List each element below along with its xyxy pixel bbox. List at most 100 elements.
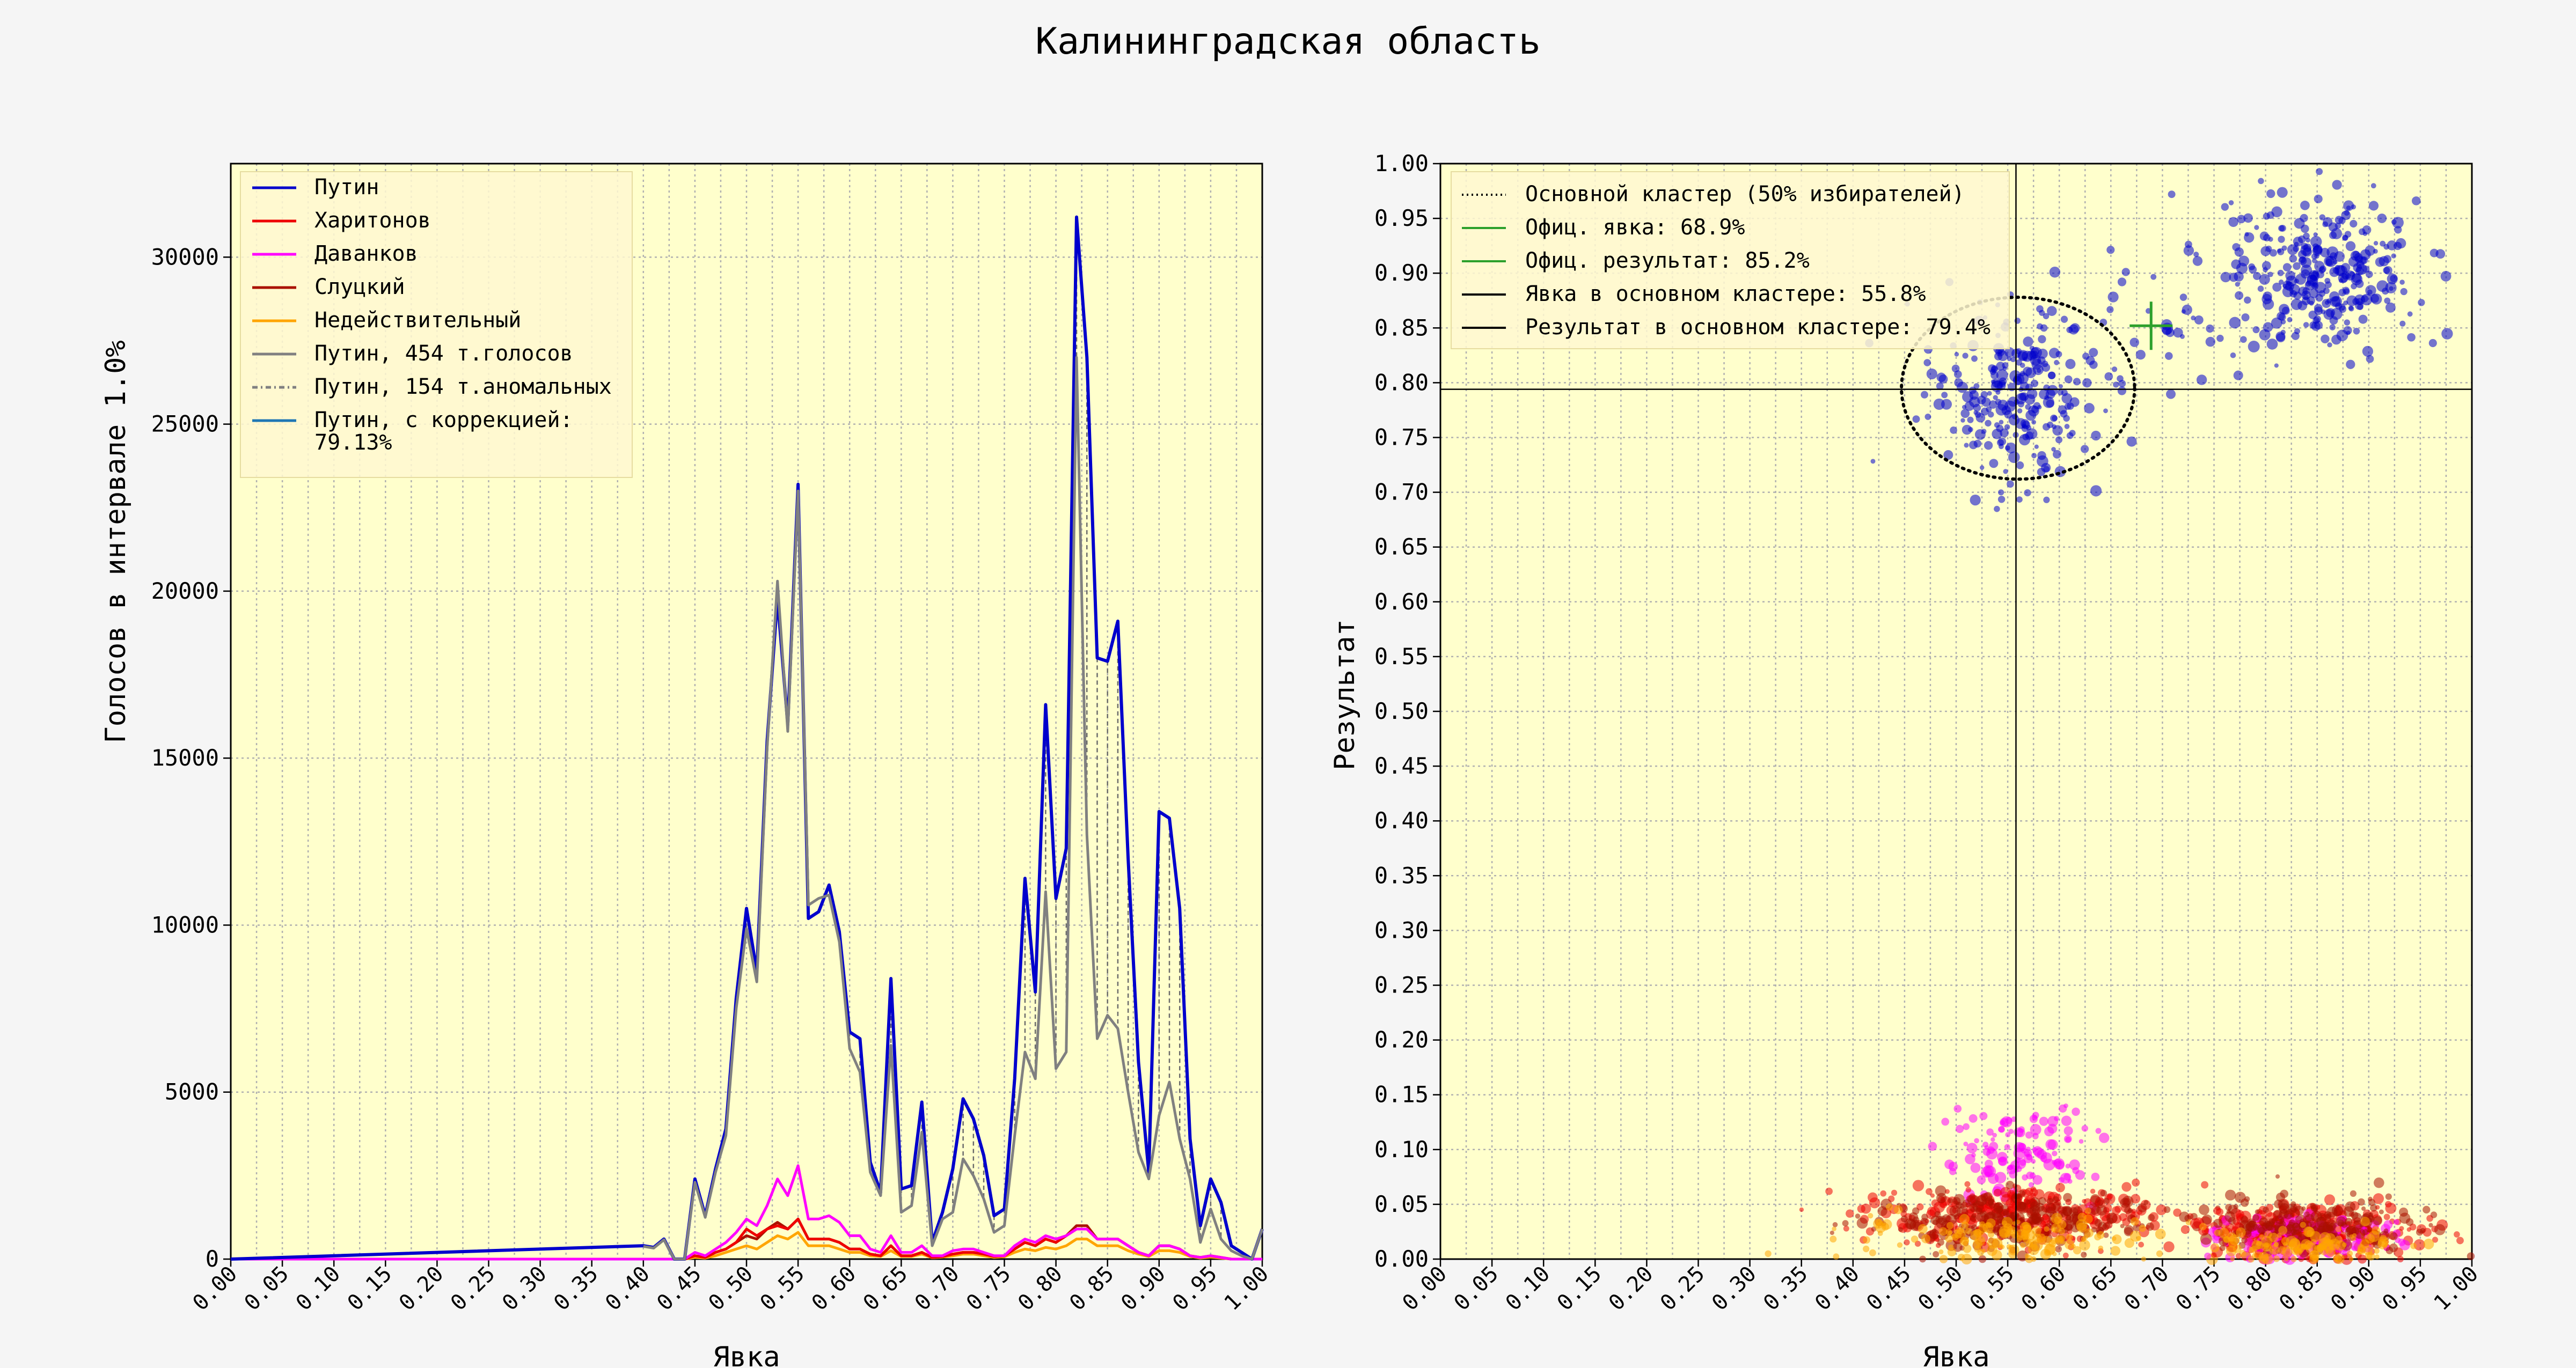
scatter-point [2373,241,2379,246]
y-tick-label: 1.00 [1374,150,1429,176]
scatter-point [2030,1124,2041,1136]
scatter-point [2098,1245,2104,1251]
y-tick-label: 0.80 [1374,369,1429,395]
scatter-point [2312,317,2320,324]
x-tick-label: 0.75 [2171,1262,2226,1316]
scatter-point [2361,1206,2366,1211]
scatter-point [2288,1222,2295,1229]
scatter-point [2393,1219,2399,1225]
scatter-point [2015,348,2022,355]
scatter-point [2136,1235,2141,1241]
scatter-point [2289,284,2300,295]
scatter-point [1994,352,2003,361]
scatter-point [2235,291,2244,300]
scatter-point [2080,445,2089,453]
scatter-point [2150,274,2157,280]
scatter-point [2383,1213,2390,1220]
scatter-point [2338,278,2344,283]
scatter-point [2026,388,2038,399]
scatter-point [2274,1200,2283,1209]
scatter-point [2076,1219,2088,1231]
legend-label: Даванков [314,241,418,266]
scatter-point [2218,1227,2229,1239]
scatter-point [2124,1238,2134,1248]
y-tick-label: 0 [206,1246,219,1272]
scatter-point [2021,1148,2026,1153]
scatter-point [2112,1234,2122,1245]
scatter-point [1993,1202,2004,1213]
scatter-point [1964,401,1974,411]
scatter-point [1953,1194,1965,1205]
scatter-point [1933,1251,1940,1257]
x-tick-label: 0.55 [756,1262,810,1316]
scatter-point [2385,1247,2394,1254]
legend-label: Результат в основном кластере: 79.4% [1525,315,1990,340]
scatter-point [2054,1216,2062,1224]
scatter-point [1931,1199,1940,1208]
scatter-point [2327,342,2332,348]
scatter-point [2062,1206,2073,1216]
scatter-point [2183,245,2194,256]
scatter-point [2047,1123,2058,1134]
scatter-point [2348,306,2354,312]
y-tick-label: 0.70 [1374,479,1429,505]
scatter-point [2206,324,2214,333]
scatter-point [1982,1142,1989,1148]
scatter-point [2141,1256,2146,1262]
scatter-point [1994,505,2000,512]
scatter-point [2081,1252,2087,1258]
cluster-ellipse [1900,296,2136,481]
scatter-point [2272,282,2282,292]
scatter-point [2054,359,2059,365]
x-tick-label: 0.80 [2223,1262,2277,1316]
scatter-point [2239,1249,2246,1257]
scatter-point [2082,352,2090,360]
scatter-point [2213,1218,2223,1229]
scatter-point [2015,1235,2022,1242]
scatter-point [2047,1139,2058,1150]
y-tick-label: 0.90 [1374,260,1429,286]
scatter-point [1937,1216,1947,1225]
scatter-point [2266,189,2275,198]
scatter-point [2389,286,2394,291]
scatter-point [2293,262,2301,270]
scatter-point [2081,1125,2089,1132]
scatter-point [2379,256,2389,267]
x-tick-label: 0.70 [2120,1262,2174,1316]
scatter-point [2173,1208,2182,1217]
scatter-point [2010,356,2016,363]
legend-label: 79.13% [314,430,392,455]
scatter-point [1929,1229,1940,1239]
scatter-point [2135,350,2146,360]
scatter-point [1986,1148,1998,1160]
x-tick-label: 1.00 [2429,1262,2483,1316]
x-tick-label: 0.65 [2068,1262,2123,1316]
scatter-point [2032,1132,2039,1139]
scatter-point [2273,1255,2280,1262]
scatter-point [2007,1194,2012,1200]
scatter-point [1930,1193,1935,1198]
scatter-point [1981,1199,1987,1205]
y-tick-label: 0.85 [1374,314,1429,341]
scatter-point [2090,485,2102,497]
scatter-point [2312,245,2323,255]
scatter-point [2434,1224,2446,1235]
scatter-point [2374,1248,2380,1254]
scatter-point [1962,424,1972,435]
scatter-point [1921,391,1928,399]
scatter-point [2373,248,2378,254]
scatter-point [2001,1116,2012,1128]
scatter-point [2392,217,2404,229]
scatter-point [1984,441,1993,450]
x-tick-label: 0.85 [1065,1262,1119,1316]
scatter-point [2279,225,2286,232]
scatter-point [2228,200,2234,205]
scatter-point [1985,1197,1994,1207]
scatter-point [1954,352,1959,357]
scatter-point [2350,1190,2357,1197]
scatter-point [2351,204,2357,210]
scatter-point [2127,1208,2133,1213]
legend-box [1451,171,2010,349]
scatter-point [2384,297,2391,304]
scatter-point [1863,1245,1870,1253]
